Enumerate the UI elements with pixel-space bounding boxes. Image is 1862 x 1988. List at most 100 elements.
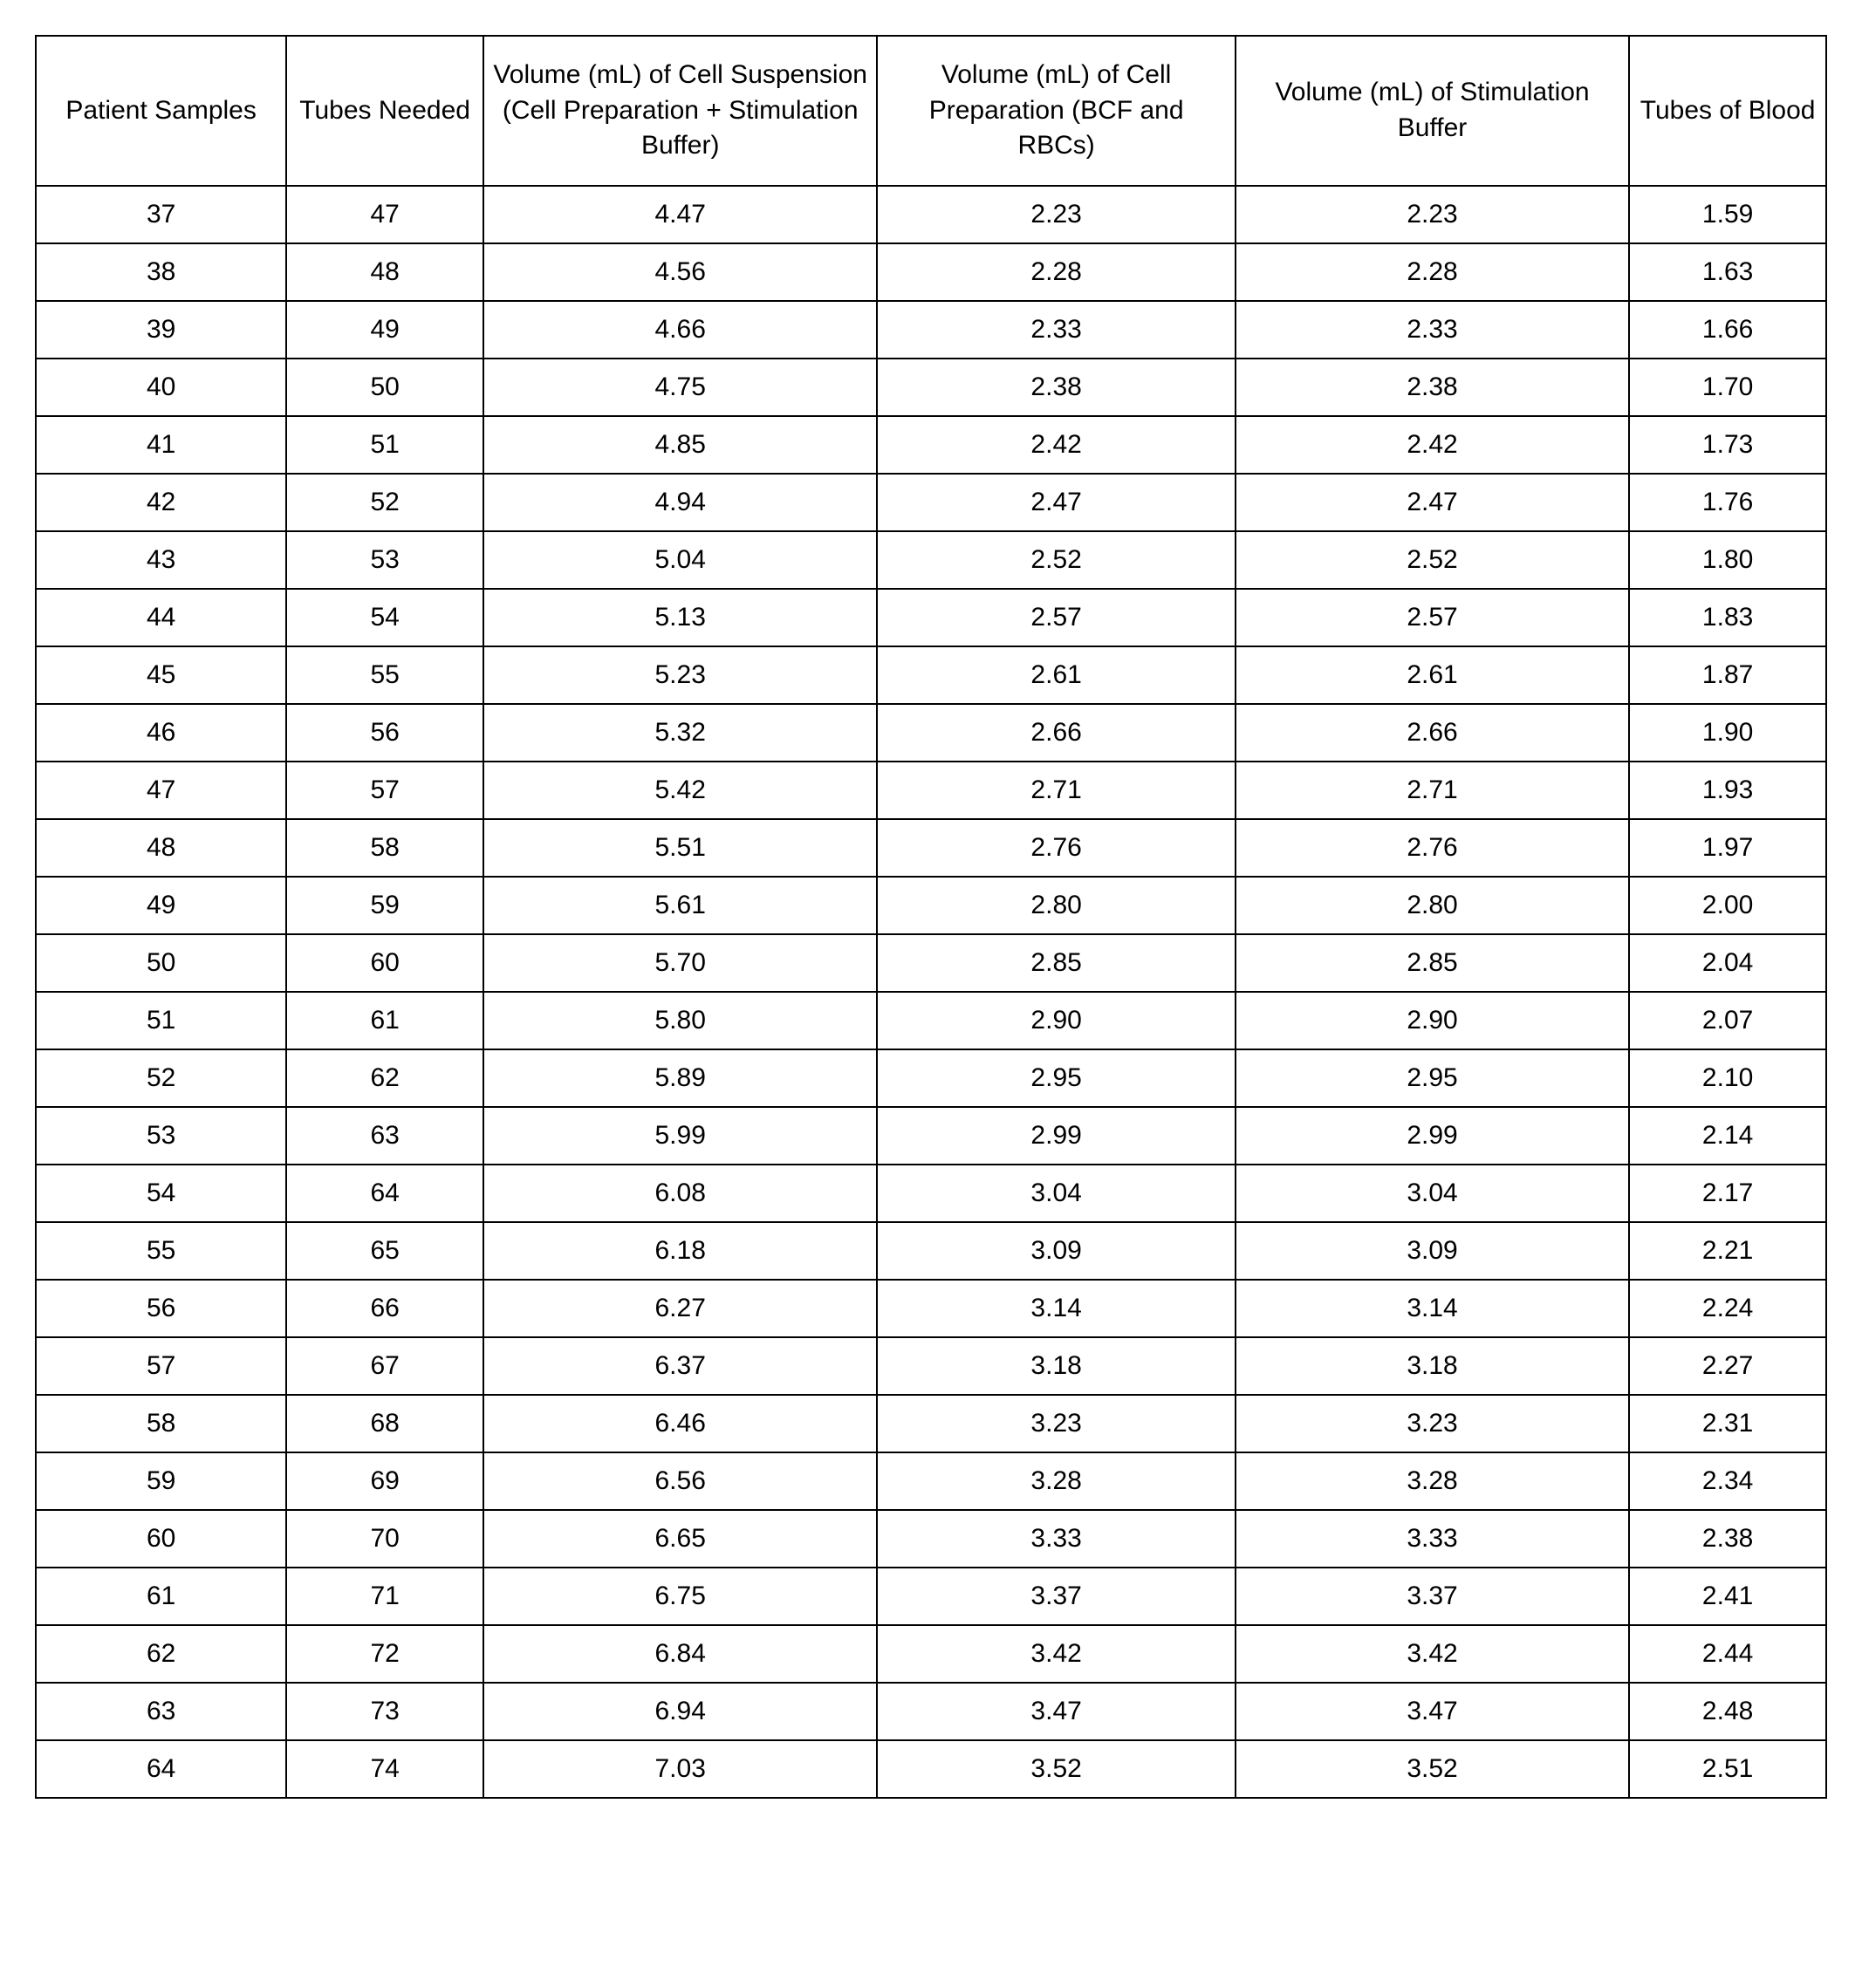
table-cell: 2.23 bbox=[877, 186, 1235, 243]
table-cell: 6.84 bbox=[483, 1625, 877, 1683]
table-cell: 54 bbox=[36, 1165, 286, 1222]
table-cell: 3.37 bbox=[877, 1568, 1235, 1625]
table-cell: 69 bbox=[286, 1452, 483, 1510]
table-cell: 6.75 bbox=[483, 1568, 877, 1625]
table-cell: 1.87 bbox=[1629, 646, 1826, 704]
table-row: 53635.992.992.992.14 bbox=[36, 1107, 1826, 1165]
table-cell: 5.61 bbox=[483, 877, 877, 934]
table-header-row: Patient SamplesTubes NeededVolume (mL) o… bbox=[36, 36, 1826, 186]
table-cell: 5.04 bbox=[483, 531, 877, 589]
table-cell: 56 bbox=[286, 704, 483, 762]
table-cell: 47 bbox=[286, 186, 483, 243]
table-cell: 2.57 bbox=[1236, 589, 1629, 646]
table-row: 43535.042.522.521.80 bbox=[36, 531, 1826, 589]
table-row: 40504.752.382.381.70 bbox=[36, 359, 1826, 416]
table-cell: 52 bbox=[286, 474, 483, 531]
table-cell: 6.37 bbox=[483, 1337, 877, 1395]
table-cell: 57 bbox=[286, 762, 483, 819]
table-cell: 2.42 bbox=[877, 416, 1235, 474]
table-cell: 49 bbox=[36, 877, 286, 934]
table-cell: 3.47 bbox=[1236, 1683, 1629, 1740]
table-cell: 3.33 bbox=[877, 1510, 1235, 1568]
table-cell: 2.71 bbox=[1236, 762, 1629, 819]
table-cell: 53 bbox=[36, 1107, 286, 1165]
table-cell: 2.34 bbox=[1629, 1452, 1826, 1510]
table-row: 52625.892.952.952.10 bbox=[36, 1049, 1826, 1107]
table-cell: 61 bbox=[286, 992, 483, 1049]
table-cell: 62 bbox=[36, 1625, 286, 1683]
table-cell: 73 bbox=[286, 1683, 483, 1740]
table-cell: 1.73 bbox=[1629, 416, 1826, 474]
table-cell: 58 bbox=[286, 819, 483, 877]
table-cell: 2.42 bbox=[1236, 416, 1629, 474]
table-cell: 5.51 bbox=[483, 819, 877, 877]
table-cell: 2.99 bbox=[1236, 1107, 1629, 1165]
table-cell: 60 bbox=[36, 1510, 286, 1568]
table-cell: 6.56 bbox=[483, 1452, 877, 1510]
table-cell: 65 bbox=[286, 1222, 483, 1280]
table-cell: 41 bbox=[36, 416, 286, 474]
table-cell: 2.24 bbox=[1629, 1280, 1826, 1337]
table-cell: 56 bbox=[36, 1280, 286, 1337]
table-row: 63736.943.473.472.48 bbox=[36, 1683, 1826, 1740]
table-cell: 6.08 bbox=[483, 1165, 877, 1222]
table-cell: 2.99 bbox=[877, 1107, 1235, 1165]
table-cell: 3.42 bbox=[1236, 1625, 1629, 1683]
table-cell: 74 bbox=[286, 1740, 483, 1798]
table-cell: 64 bbox=[286, 1165, 483, 1222]
table-cell: 2.31 bbox=[1629, 1395, 1826, 1452]
table-row: 61716.753.373.372.41 bbox=[36, 1568, 1826, 1625]
table-cell: 48 bbox=[286, 243, 483, 301]
table-cell: 3.14 bbox=[1236, 1280, 1629, 1337]
table-cell: 53 bbox=[286, 531, 483, 589]
table-row: 57676.373.183.182.27 bbox=[36, 1337, 1826, 1395]
table-header-cell: Volume (mL) of Stimulation Buffer bbox=[1236, 36, 1629, 186]
table-cell: 2.52 bbox=[1236, 531, 1629, 589]
table-cell: 5.32 bbox=[483, 704, 877, 762]
table-cell: 2.28 bbox=[877, 243, 1235, 301]
table-cell: 50 bbox=[36, 934, 286, 992]
table-cell: 3.52 bbox=[1236, 1740, 1629, 1798]
table-cell: 3.04 bbox=[1236, 1165, 1629, 1222]
table-cell: 1.70 bbox=[1629, 359, 1826, 416]
table-cell: 6.27 bbox=[483, 1280, 877, 1337]
table-cell: 2.48 bbox=[1629, 1683, 1826, 1740]
table-cell: 1.93 bbox=[1629, 762, 1826, 819]
table-cell: 3.42 bbox=[877, 1625, 1235, 1683]
table-cell: 2.85 bbox=[1236, 934, 1629, 992]
table-cell: 6.46 bbox=[483, 1395, 877, 1452]
table-cell: 59 bbox=[36, 1452, 286, 1510]
table-cell: 3.23 bbox=[1236, 1395, 1629, 1452]
table-cell: 37 bbox=[36, 186, 286, 243]
table-cell: 2.38 bbox=[877, 359, 1235, 416]
table-cell: 5.13 bbox=[483, 589, 877, 646]
table-cell: 64 bbox=[36, 1740, 286, 1798]
table-cell: 3.28 bbox=[1236, 1452, 1629, 1510]
table-row: 48585.512.762.761.97 bbox=[36, 819, 1826, 877]
table-cell: 2.57 bbox=[877, 589, 1235, 646]
table-cell: 3.47 bbox=[877, 1683, 1235, 1740]
table-cell: 5.80 bbox=[483, 992, 877, 1049]
table-row: 51615.802.902.902.07 bbox=[36, 992, 1826, 1049]
table-cell: 1.90 bbox=[1629, 704, 1826, 762]
table-cell: 71 bbox=[286, 1568, 483, 1625]
table-row: 62726.843.423.422.44 bbox=[36, 1625, 1826, 1683]
table-cell: 3.04 bbox=[877, 1165, 1235, 1222]
table-header-cell: Tubes Needed bbox=[286, 36, 483, 186]
table-row: 46565.322.662.661.90 bbox=[36, 704, 1826, 762]
table-cell: 1.63 bbox=[1629, 243, 1826, 301]
table-cell: 6.18 bbox=[483, 1222, 877, 1280]
table-cell: 5.23 bbox=[483, 646, 877, 704]
table-cell: 2.33 bbox=[877, 301, 1235, 359]
table-row: 42524.942.472.471.76 bbox=[36, 474, 1826, 531]
table-cell: 6.65 bbox=[483, 1510, 877, 1568]
table-cell: 2.14 bbox=[1629, 1107, 1826, 1165]
table-cell: 2.66 bbox=[1236, 704, 1629, 762]
table-cell: 1.83 bbox=[1629, 589, 1826, 646]
table-cell: 54 bbox=[286, 589, 483, 646]
table-cell: 4.56 bbox=[483, 243, 877, 301]
table-cell: 46 bbox=[36, 704, 286, 762]
table-cell: 44 bbox=[36, 589, 286, 646]
table-cell: 2.95 bbox=[877, 1049, 1235, 1107]
table-cell: 55 bbox=[36, 1222, 286, 1280]
